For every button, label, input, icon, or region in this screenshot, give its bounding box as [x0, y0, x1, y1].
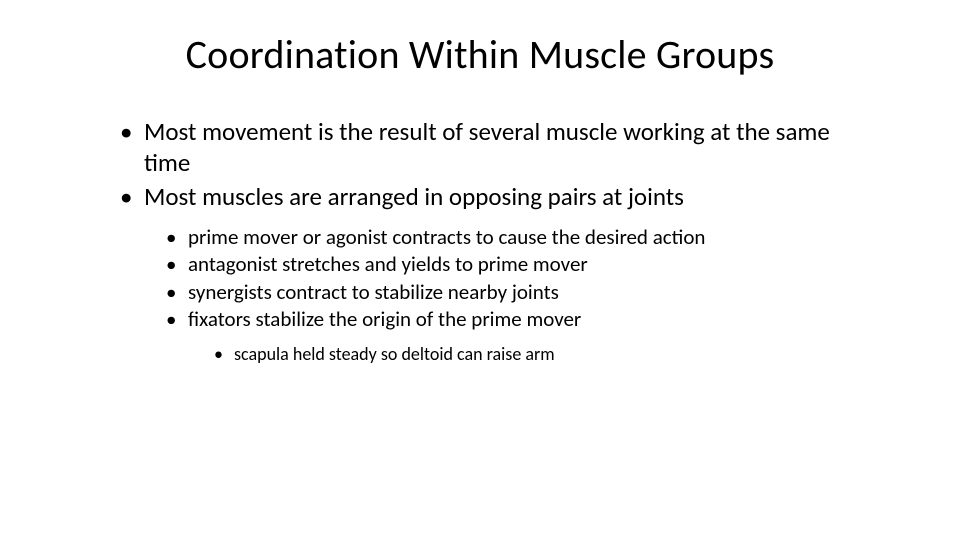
bullet-text: Most movement is the result of several m… — [144, 116, 830, 178]
bullet-text: Most muscles are arranged in opposing pa… — [144, 181, 684, 212]
bullet-l2-item: antagonist stretches and yields to prime… — [166, 252, 840, 278]
bullet-l2-item: synergists contract to stabilize nearby … — [166, 280, 840, 306]
bullet-text: antagonist stretches and yields to prime… — [188, 251, 588, 277]
bullet-text: prime mover or agonist contracts to caus… — [188, 224, 705, 250]
slide-title: Coordination Within Muscle Groups — [60, 30, 900, 79]
slide: Coordination Within Muscle Groups Most m… — [0, 0, 960, 540]
bullet-l3-item: scapula held steady so deltoid can raise… — [214, 343, 840, 366]
slide-content: Most movement is the result of several m… — [60, 117, 900, 365]
bullet-list-level-3: scapula held steady so deltoid can raise… — [214, 343, 840, 366]
bullet-text: scapula held steady so deltoid can raise… — [234, 343, 555, 365]
bullet-l1-item: Most movement is the result of several m… — [120, 117, 840, 178]
bullet-text: fixators stabilize the origin of the pri… — [188, 306, 581, 332]
bullet-list-level-2: prime mover or agonist contracts to caus… — [166, 225, 840, 366]
bullet-text: synergists contract to stabilize nearby … — [188, 279, 559, 305]
bullet-l2-item: fixators stabilize the origin of the pri… — [166, 307, 840, 365]
bullet-list-level-1: Most movement is the result of several m… — [120, 117, 840, 365]
bullet-l2-item: prime mover or agonist contracts to caus… — [166, 225, 840, 251]
bullet-l1-item: Most muscles are arranged in opposing pa… — [120, 182, 840, 365]
